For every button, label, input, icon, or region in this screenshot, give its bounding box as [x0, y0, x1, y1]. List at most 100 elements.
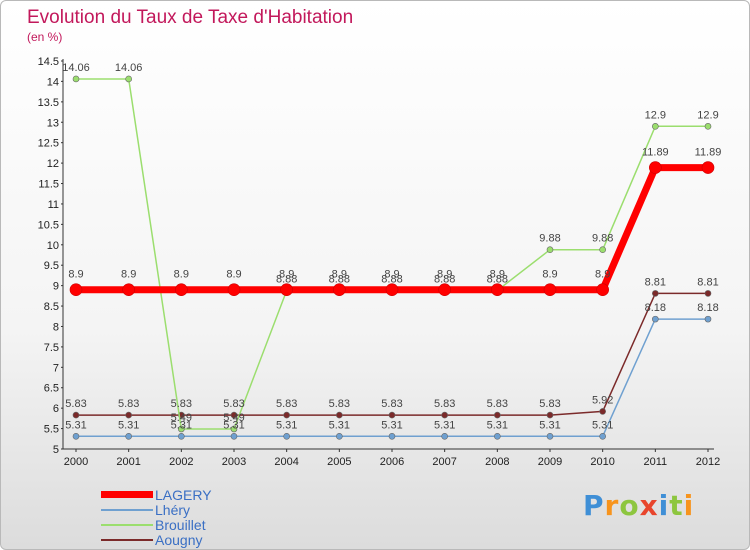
- data-label: 5.83: [276, 398, 297, 410]
- data-point: [178, 433, 185, 440]
- data-label: 14.06: [115, 62, 143, 74]
- data-label: 8.88: [381, 274, 402, 286]
- data-point: [69, 283, 83, 297]
- legend-swatch: [101, 508, 153, 511]
- data-point: [494, 433, 501, 440]
- data-point: [652, 290, 659, 297]
- legend-label: Lhéry: [155, 501, 191, 518]
- x-tick-label: 2007: [432, 456, 456, 468]
- data-label: 5.31: [381, 419, 402, 431]
- data-point: [701, 161, 715, 174]
- data-label: 5.31: [65, 419, 86, 431]
- y-tick-label: 14.5: [38, 56, 59, 68]
- y-tick-label: 5: [53, 444, 59, 456]
- data-label: 5.83: [539, 398, 560, 410]
- data-label: 8.88: [487, 274, 508, 286]
- data-label: 8.9: [174, 269, 189, 281]
- chart-subtitle: (en %): [27, 30, 63, 44]
- data-label: 5.31: [171, 419, 192, 431]
- data-label: 8.9: [332, 269, 347, 281]
- x-tick-label: 2004: [274, 456, 298, 468]
- x-tick-label: 2003: [222, 456, 246, 468]
- data-point: [230, 425, 238, 433]
- data-point: [704, 123, 712, 130]
- data-point: [546, 411, 554, 419]
- data-label: 8.81: [697, 276, 718, 288]
- legend-item-lhéry: Lhéry: [101, 501, 191, 518]
- data-point: [704, 315, 712, 323]
- data-label: 11.89: [695, 147, 722, 159]
- data-label: 8.9: [384, 269, 399, 281]
- data-point: [441, 411, 448, 419]
- data-point: [227, 283, 241, 297]
- y-tick-label: 6: [53, 403, 59, 415]
- data-label: 5.49: [171, 412, 192, 424]
- data-label: 9.88: [539, 233, 560, 245]
- data-point: [546, 246, 554, 253]
- data-point: [599, 408, 606, 415]
- data-point: [72, 75, 80, 83]
- data-point: [652, 123, 659, 130]
- legend-swatch: [101, 491, 153, 498]
- y-tick-label: 14: [47, 76, 59, 88]
- data-point: [441, 433, 448, 440]
- data-point: [178, 425, 185, 433]
- data-label: 5.83: [487, 398, 508, 410]
- chart-title: Evolution du Taux de Taxe d'Habitation: [27, 7, 354, 28]
- proxiti-logo: Proxiti: [583, 489, 695, 522]
- data-point: [333, 283, 346, 297]
- legend-label: Brouillet: [155, 516, 206, 533]
- y-tick-label: 5.5: [44, 424, 59, 436]
- data-label: 5.83: [118, 398, 139, 410]
- data-point: [175, 283, 188, 297]
- data-point: [230, 433, 238, 440]
- data-point: [280, 283, 293, 297]
- data-label: 12.9: [645, 109, 666, 121]
- data-point: [649, 161, 662, 174]
- data-point: [599, 433, 606, 440]
- legend-swatch: [101, 523, 153, 526]
- data-label: 5.83: [171, 398, 192, 410]
- data-label: 8.18: [697, 302, 718, 314]
- data-label: 5.83: [434, 398, 455, 410]
- legend-item-aougny: Aougny: [101, 532, 202, 548]
- legend-item-lagery: LAGERY: [101, 487, 212, 503]
- y-tick-label: 6.5: [44, 383, 59, 395]
- data-label: 5.31: [434, 419, 455, 431]
- data-label: 12.9: [697, 109, 718, 121]
- data-point: [125, 75, 132, 83]
- y-tick-label: 8: [53, 321, 59, 333]
- x-tick-label: 2009: [538, 456, 562, 468]
- y-tick-label: 10.5: [38, 219, 59, 231]
- x-tick-label: 2002: [169, 456, 193, 468]
- data-label: 8.18: [645, 302, 666, 314]
- data-label: 5.83: [223, 398, 244, 410]
- data-point: [652, 315, 659, 323]
- data-label: 5.92: [592, 394, 613, 406]
- y-tick-label: 7.5: [44, 342, 59, 354]
- data-point: [546, 433, 554, 440]
- data-label: 9.88: [592, 233, 613, 245]
- x-tick-label: 2012: [696, 456, 720, 468]
- y-tick-label: 13: [47, 117, 59, 129]
- y-tick-label: 10: [47, 240, 59, 252]
- data-label: 5.31: [329, 419, 350, 431]
- data-point: [599, 246, 606, 253]
- y-tick-label: 9.5: [44, 260, 59, 272]
- data-point: [438, 283, 451, 297]
- data-label: 5.83: [65, 398, 86, 410]
- data-point: [388, 411, 396, 419]
- y-tick-label: 11: [48, 199, 59, 211]
- data-point: [125, 433, 132, 440]
- data-label: 8.9: [595, 269, 610, 281]
- data-label: 5.31: [223, 419, 244, 431]
- data-label: 5.31: [592, 419, 613, 431]
- legend-item-brouillet: Brouillet: [101, 516, 206, 533]
- data-label: 8.88: [434, 274, 455, 286]
- data-point: [125, 411, 132, 419]
- data-label: 8.9: [542, 269, 557, 281]
- y-tick-label: 12.5: [38, 138, 59, 150]
- y-tick-label: 11.5: [38, 179, 59, 191]
